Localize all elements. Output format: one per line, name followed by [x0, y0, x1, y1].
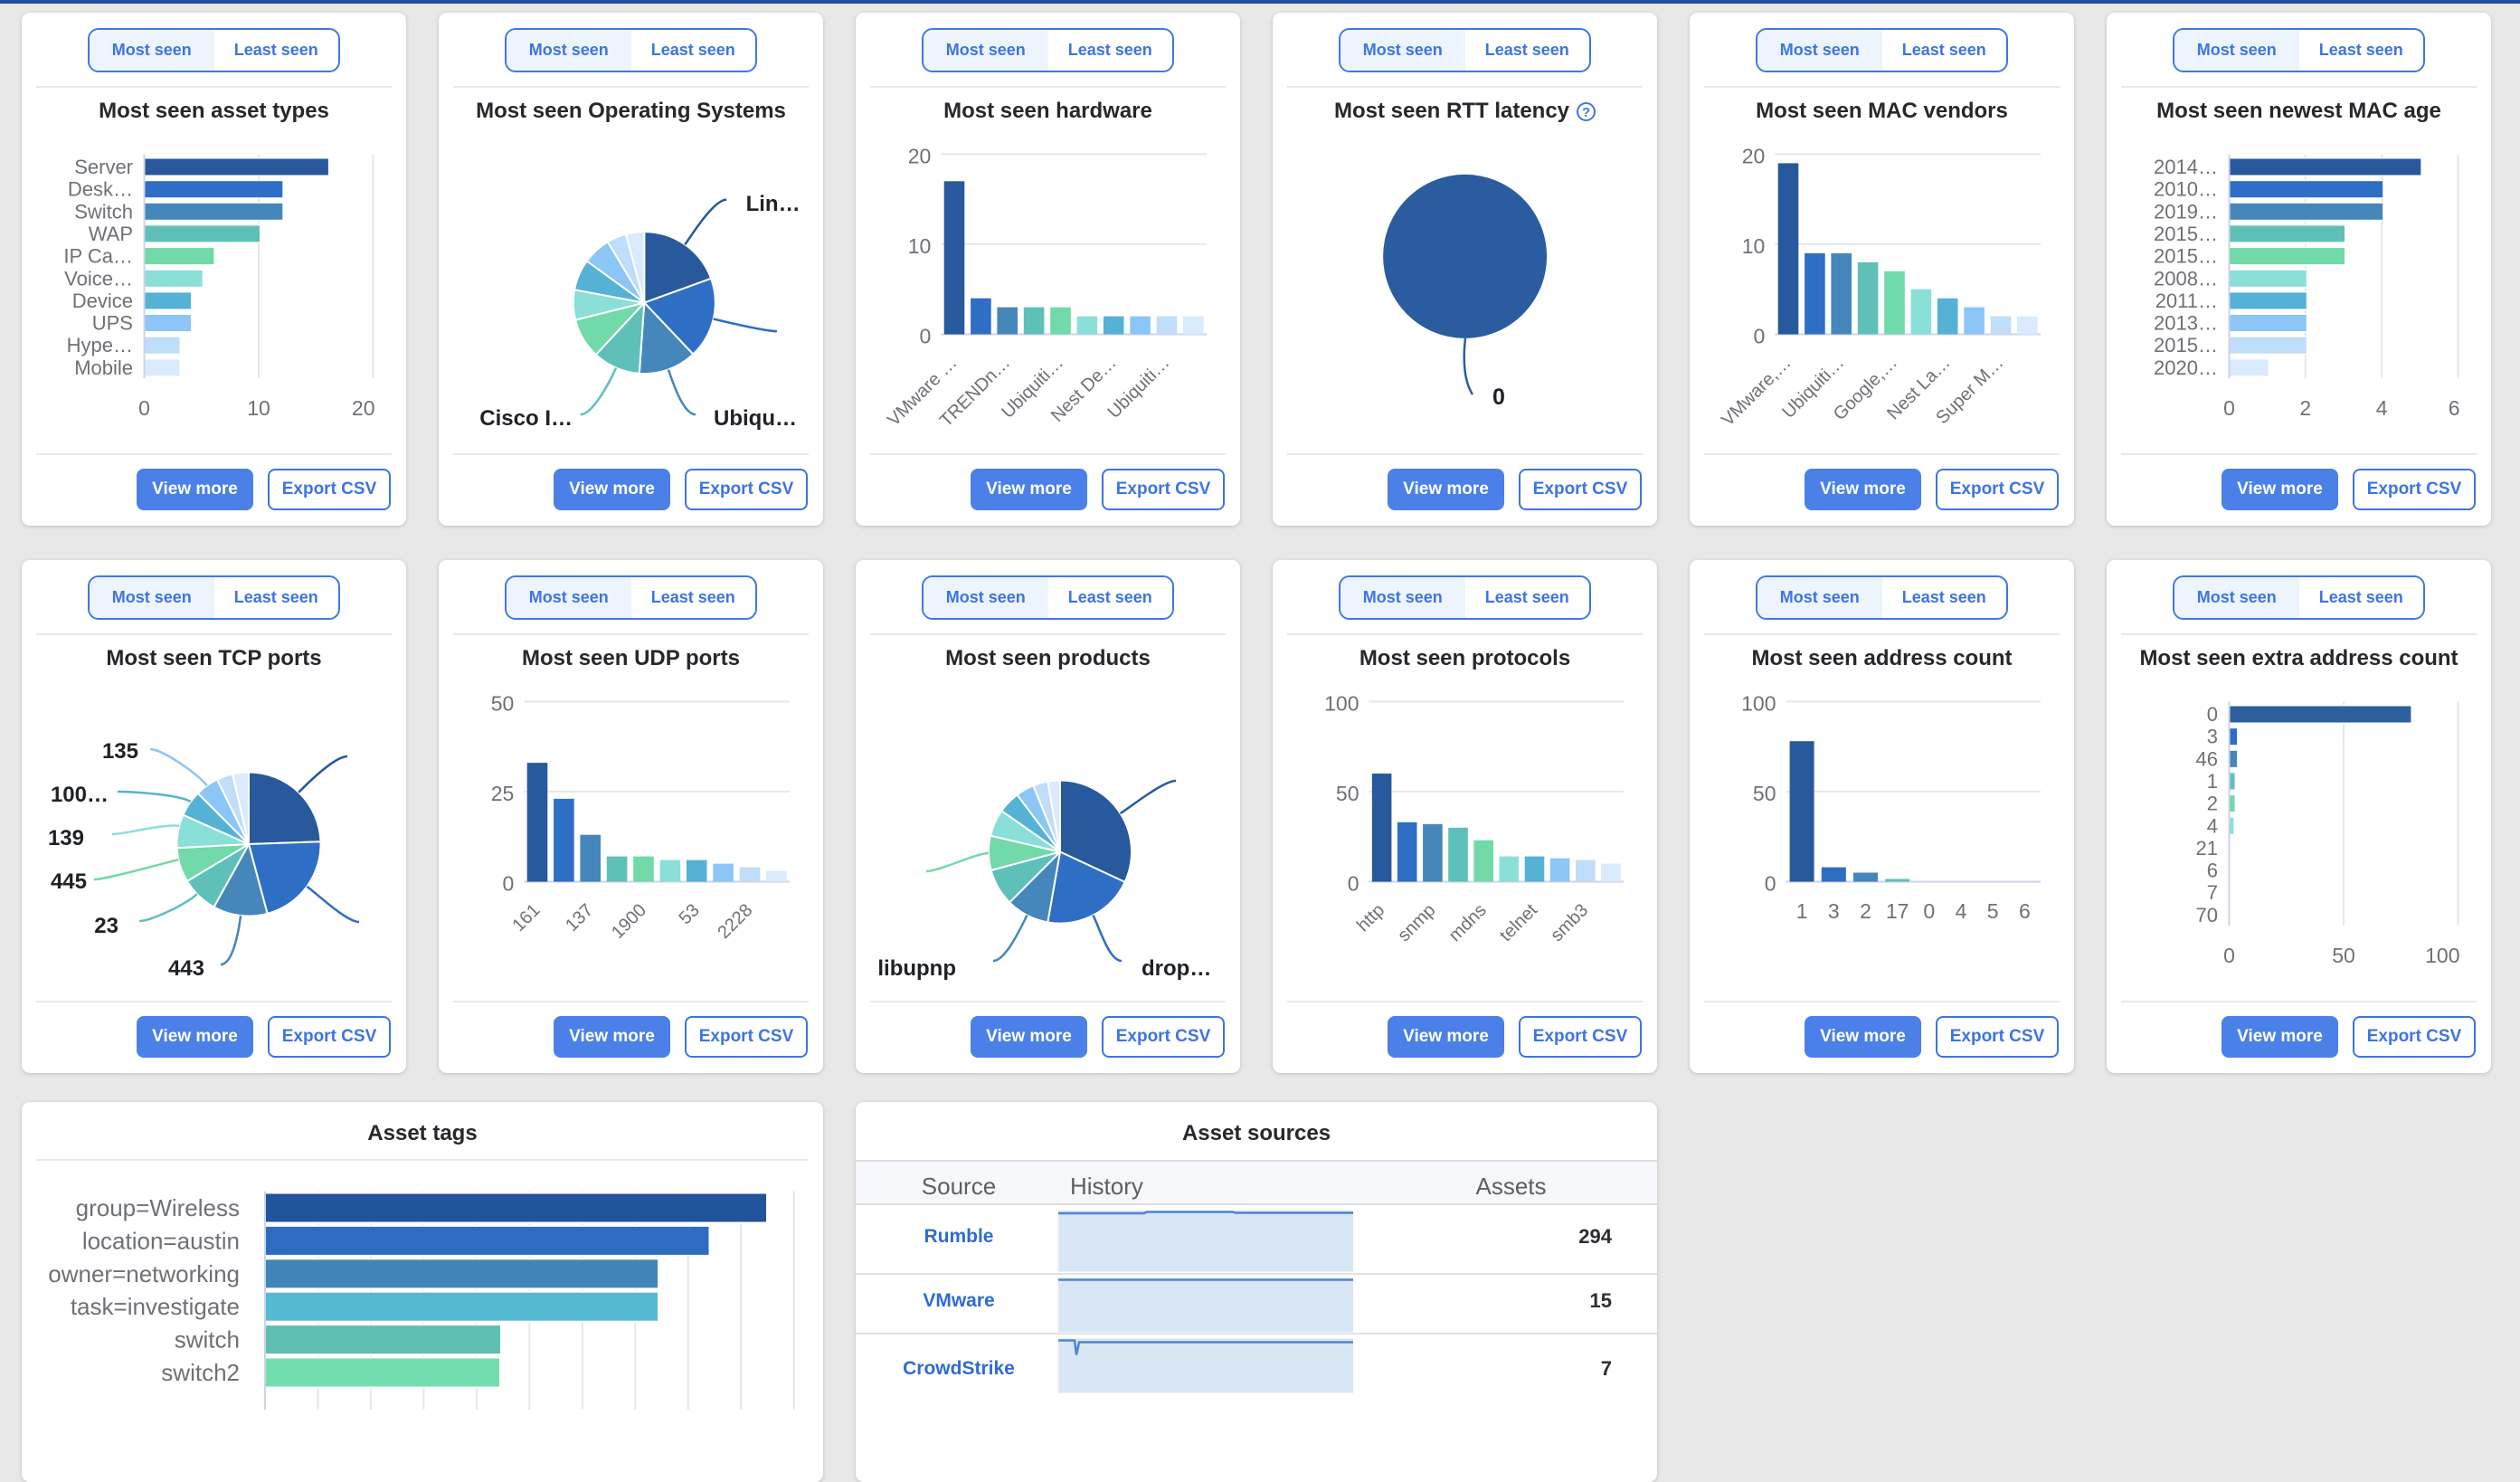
svg-text:2228: 2228 [714, 900, 756, 943]
svg-text:Cisco I…: Cisco I… [479, 406, 573, 431]
svg-text:1: 1 [2207, 770, 2218, 793]
svg-text:owner=networking: owner=networking [48, 1260, 240, 1287]
svg-text:2020…: 2020… [2154, 356, 2218, 379]
svg-text:Device: Device [72, 290, 133, 312]
svg-text:23: 23 [94, 914, 118, 938]
svg-text:location=austin: location=austin [82, 1227, 240, 1254]
svg-text:100: 100 [1324, 691, 1359, 715]
svg-text:2014…: 2014… [2154, 156, 2218, 178]
svg-text:4: 4 [2207, 814, 2218, 837]
svg-text:switch2: switch2 [161, 1359, 240, 1386]
svg-text:2015…: 2015… [2154, 334, 2218, 356]
svg-text:2015…: 2015… [2154, 223, 2218, 245]
svg-text:Hype…: Hype… [67, 334, 133, 356]
svg-text:Server: Server [74, 156, 133, 178]
svg-text:161: 161 [508, 900, 544, 936]
svg-text:0: 0 [1923, 899, 1935, 923]
svg-text:Switch: Switch [74, 200, 133, 223]
svg-text:3: 3 [2207, 726, 2218, 748]
svg-text:139: 139 [48, 826, 84, 850]
svg-text:7: 7 [2207, 881, 2218, 904]
svg-text:20: 20 [1742, 144, 1766, 167]
svg-text:2011…: 2011… [2155, 290, 2218, 312]
svg-text:0: 0 [2223, 944, 2235, 967]
svg-text:switch: switch [175, 1326, 240, 1354]
svg-text:VMware,…: VMware,… [1718, 353, 1795, 430]
svg-text:100: 100 [2425, 944, 2459, 967]
svg-text:17: 17 [1886, 899, 1909, 923]
svg-text:http: http [1353, 900, 1388, 936]
svg-text:0: 0 [1492, 385, 1505, 410]
svg-text:2013…: 2013… [2154, 312, 2218, 335]
svg-text:20: 20 [908, 144, 932, 167]
svg-text:libupnp: libupnp [877, 956, 956, 981]
svg-text:2: 2 [1860, 899, 1871, 923]
svg-text:6: 6 [2207, 860, 2218, 882]
svg-text:137: 137 [562, 900, 597, 936]
svg-text:Mobile: Mobile [74, 356, 133, 379]
svg-text:46: 46 [2196, 747, 2218, 770]
svg-text:0: 0 [503, 872, 515, 896]
svg-text:5: 5 [1987, 899, 1999, 923]
svg-text:50: 50 [1336, 782, 1359, 805]
svg-text:6: 6 [2019, 899, 2031, 923]
svg-text:drop…: drop… [1142, 956, 1211, 981]
svg-text:70: 70 [2196, 904, 2218, 926]
svg-text:UPS: UPS [92, 312, 133, 335]
svg-text:group=Wireless: group=Wireless [76, 1194, 240, 1221]
svg-text:Voice…: Voice… [64, 267, 133, 290]
svg-text:Ubiqu…: Ubiqu… [714, 406, 797, 431]
svg-text:25: 25 [491, 782, 515, 805]
svg-text:443: 443 [168, 956, 204, 981]
svg-text:4: 4 [2376, 396, 2388, 420]
svg-text:10: 10 [908, 234, 932, 258]
svg-text:2: 2 [2299, 396, 2311, 420]
svg-text:0: 0 [1754, 325, 1766, 348]
svg-text:0: 0 [2207, 703, 2218, 726]
svg-text:0: 0 [1348, 872, 1359, 896]
svg-text:50: 50 [491, 691, 515, 715]
svg-text:445: 445 [51, 869, 87, 894]
svg-text:1900: 1900 [608, 900, 650, 943]
svg-text:53: 53 [675, 900, 703, 928]
svg-text:100…: 100… [51, 783, 109, 807]
svg-text:2010…: 2010… [2154, 178, 2218, 201]
svg-text:2: 2 [2207, 793, 2218, 815]
svg-text:0: 0 [138, 396, 150, 420]
svg-text:Lin…: Lin… [746, 192, 801, 216]
svg-text:snmp: snmp [1394, 900, 1439, 945]
svg-text:21: 21 [2196, 837, 2218, 860]
svg-text:6: 6 [2449, 396, 2460, 420]
svg-text:smb3: smb3 [1547, 900, 1592, 945]
svg-text:2019…: 2019… [2154, 200, 2218, 223]
svg-text:0: 0 [1765, 872, 1776, 896]
svg-text:100: 100 [1741, 691, 1776, 715]
svg-text:2008…: 2008… [2154, 267, 2218, 290]
svg-text:0: 0 [2223, 396, 2235, 420]
svg-text:telnet: telnet [1496, 900, 1541, 945]
svg-text:4: 4 [1956, 899, 1967, 923]
svg-text:10: 10 [1742, 234, 1766, 258]
svg-text:1: 1 [1796, 899, 1808, 923]
svg-text:mdns: mdns [1445, 900, 1491, 945]
svg-text:IP Ca…: IP Ca… [63, 245, 133, 268]
svg-text:3: 3 [1828, 899, 1840, 923]
svg-text:10: 10 [247, 396, 270, 420]
svg-text:task=investigate: task=investigate [71, 1293, 240, 1320]
svg-text:WAP: WAP [89, 223, 133, 245]
svg-text:50: 50 [1753, 782, 1776, 805]
svg-text:135: 135 [102, 739, 138, 764]
svg-text:20: 20 [352, 396, 375, 420]
svg-text:0: 0 [920, 325, 932, 348]
svg-text:2015…: 2015… [2154, 245, 2218, 268]
svg-text:Desk…: Desk… [68, 178, 133, 201]
svg-text:50: 50 [2332, 944, 2355, 967]
